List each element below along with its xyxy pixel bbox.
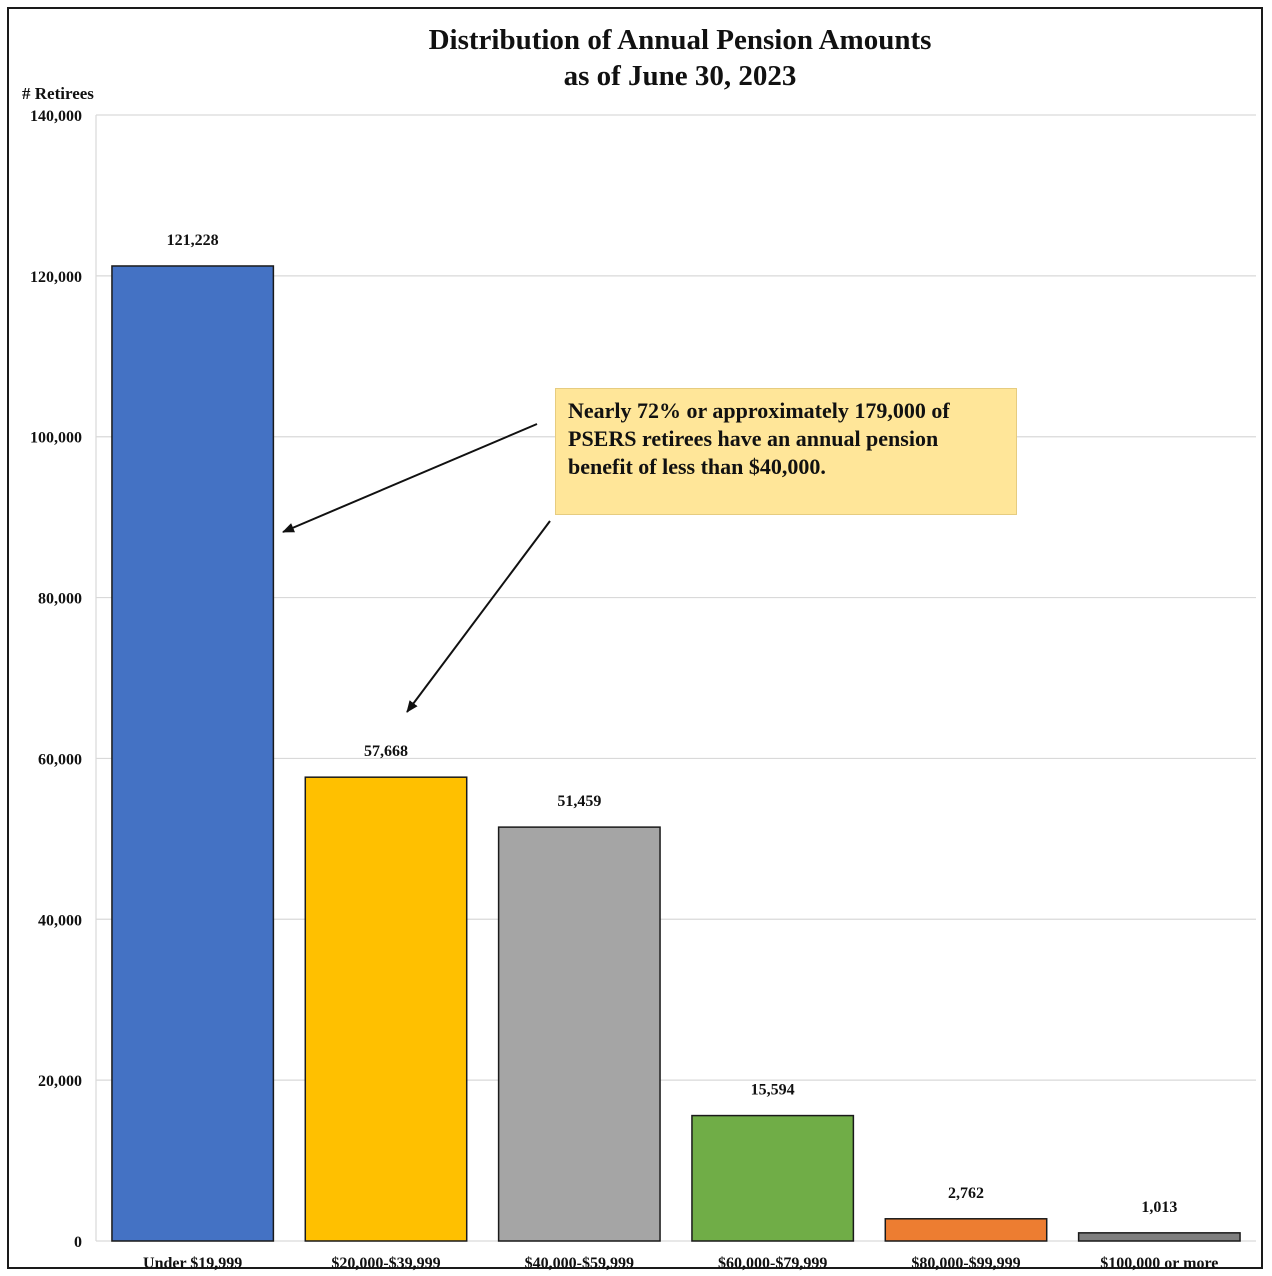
chart-title-line2: as of June 30, 2023	[564, 60, 797, 92]
callout-arrow-2	[406, 520, 551, 713]
y-axis-label: # Retirees	[22, 84, 94, 103]
category-label: $60,000-$79,999	[718, 1255, 827, 1272]
data-label: 1,013	[1141, 1199, 1177, 1216]
callout-text-line2: PSERS retirees have an annual pension	[568, 426, 939, 451]
data-label: 51,459	[557, 793, 601, 810]
category-label: $40,000-$59,999	[525, 1255, 634, 1272]
bars	[111, 265, 1241, 1242]
category-label: Under $19,999	[143, 1255, 242, 1272]
category-label: $100,000 or more	[1100, 1255, 1218, 1272]
y-tick-label: 0	[74, 1234, 82, 1251]
bar	[111, 265, 275, 1242]
callout-box: Nearly 72% or approximately 179,000 of P…	[555, 388, 1017, 515]
callout-arrow-1	[282, 423, 538, 533]
callout-text-line1: Nearly 72% or approximately 179,000 of	[568, 398, 950, 423]
bar	[1077, 1232, 1241, 1242]
data-label: 121,228	[167, 232, 219, 249]
y-tick-label: 20,000	[38, 1073, 82, 1090]
bar	[884, 1218, 1048, 1242]
y-tick-label: 40,000	[38, 912, 82, 929]
category-labels: Under $19,999 $20,000-$39,999 $40,000-$59,…	[143, 1255, 1218, 1272]
y-tick-label: 60,000	[38, 751, 82, 768]
callout-text-line3: benefit of less than $40,000.	[568, 454, 826, 479]
category-label: $20,000-$39,999	[331, 1255, 440, 1272]
y-tick-label: 100,000	[30, 430, 82, 447]
data-label: 57,668	[364, 743, 408, 760]
data-labels: 121,228 57,668 51,459 15,594 2,762 1,013	[167, 232, 1178, 1216]
y-tick-label: 140,000	[30, 108, 82, 125]
category-label: $80,000-$99,999	[911, 1255, 1020, 1272]
y-tick-label: 80,000	[38, 591, 82, 608]
chart-title-line1: Distribution of Annual Pension Amounts	[429, 24, 932, 56]
data-label: 2,762	[948, 1185, 984, 1202]
bar	[497, 826, 661, 1242]
bar	[304, 776, 468, 1242]
data-label: 15,594	[751, 1082, 795, 1099]
bar	[691, 1114, 855, 1242]
y-tick-label: 120,000	[30, 269, 82, 286]
y-axis-ticks: 0 20,000 40,000 60,000 80,000 100,000 120,000 1…	[30, 108, 82, 1251]
